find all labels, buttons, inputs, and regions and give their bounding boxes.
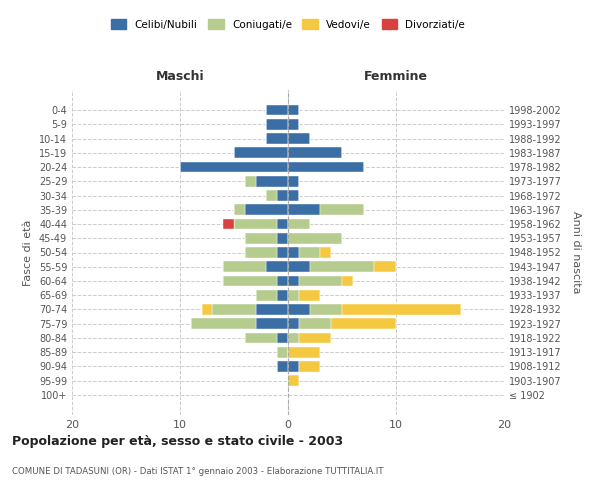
Bar bbox=[288, 148, 342, 158]
Bar bbox=[256, 290, 277, 300]
Bar bbox=[288, 304, 310, 315]
Bar bbox=[288, 290, 299, 300]
Bar bbox=[266, 190, 277, 201]
Bar bbox=[212, 304, 256, 315]
Bar bbox=[310, 262, 374, 272]
Bar bbox=[256, 304, 288, 315]
Bar bbox=[331, 318, 396, 329]
Bar bbox=[299, 290, 320, 300]
Bar bbox=[288, 162, 364, 172]
Bar bbox=[277, 276, 288, 286]
Bar bbox=[234, 218, 277, 230]
Bar bbox=[342, 304, 461, 315]
Bar bbox=[266, 105, 288, 116]
Bar bbox=[245, 247, 277, 258]
Bar bbox=[299, 276, 342, 286]
Bar bbox=[288, 190, 299, 201]
Bar bbox=[288, 318, 299, 329]
Bar bbox=[245, 233, 277, 243]
Bar bbox=[245, 176, 256, 186]
Bar bbox=[277, 247, 288, 258]
Y-axis label: Anni di nascita: Anni di nascita bbox=[571, 211, 581, 294]
Text: Popolazione per età, sesso e stato civile - 2003: Popolazione per età, sesso e stato civil… bbox=[12, 435, 343, 448]
Bar bbox=[245, 204, 288, 215]
Bar bbox=[277, 218, 288, 230]
Text: COMUNE DI TADASUNI (OR) - Dati ISTAT 1° gennaio 2003 - Elaborazione TUTTITALIA.I: COMUNE DI TADASUNI (OR) - Dati ISTAT 1° … bbox=[12, 468, 383, 476]
Text: Maschi: Maschi bbox=[155, 70, 205, 84]
Bar bbox=[342, 276, 353, 286]
Bar bbox=[288, 233, 342, 243]
Bar bbox=[288, 119, 299, 130]
Bar bbox=[234, 204, 245, 215]
Bar bbox=[288, 332, 299, 344]
Bar bbox=[310, 304, 342, 315]
Bar bbox=[288, 105, 299, 116]
Bar bbox=[223, 262, 266, 272]
Text: Femmine: Femmine bbox=[364, 70, 428, 84]
Bar bbox=[288, 262, 310, 272]
Bar bbox=[374, 262, 396, 272]
Bar bbox=[299, 361, 320, 372]
Bar bbox=[277, 190, 288, 201]
Bar bbox=[277, 332, 288, 344]
Bar bbox=[266, 119, 288, 130]
Bar bbox=[320, 247, 331, 258]
Bar bbox=[191, 318, 256, 329]
Bar bbox=[320, 204, 364, 215]
Bar bbox=[245, 332, 277, 344]
Bar bbox=[288, 204, 320, 215]
Bar bbox=[288, 247, 299, 258]
Bar bbox=[288, 347, 320, 358]
Bar bbox=[288, 218, 310, 230]
Bar bbox=[277, 361, 288, 372]
Bar bbox=[288, 361, 299, 372]
Bar bbox=[256, 176, 288, 186]
Bar bbox=[299, 247, 320, 258]
Bar bbox=[266, 262, 288, 272]
Bar bbox=[256, 318, 288, 329]
Bar bbox=[202, 304, 212, 315]
Bar bbox=[223, 218, 234, 230]
Bar bbox=[180, 162, 288, 172]
Bar bbox=[288, 276, 299, 286]
Bar bbox=[234, 148, 288, 158]
Bar bbox=[288, 176, 299, 186]
Bar bbox=[299, 332, 331, 344]
Bar bbox=[288, 134, 310, 144]
Y-axis label: Fasce di età: Fasce di età bbox=[23, 220, 33, 286]
Bar bbox=[299, 318, 331, 329]
Bar bbox=[277, 290, 288, 300]
Bar bbox=[277, 347, 288, 358]
Legend: Celibi/Nubili, Coniugati/e, Vedovi/e, Divorziati/e: Celibi/Nubili, Coniugati/e, Vedovi/e, Di… bbox=[107, 15, 469, 34]
Bar bbox=[288, 376, 299, 386]
Bar bbox=[266, 134, 288, 144]
Bar bbox=[277, 233, 288, 243]
Bar bbox=[223, 276, 277, 286]
